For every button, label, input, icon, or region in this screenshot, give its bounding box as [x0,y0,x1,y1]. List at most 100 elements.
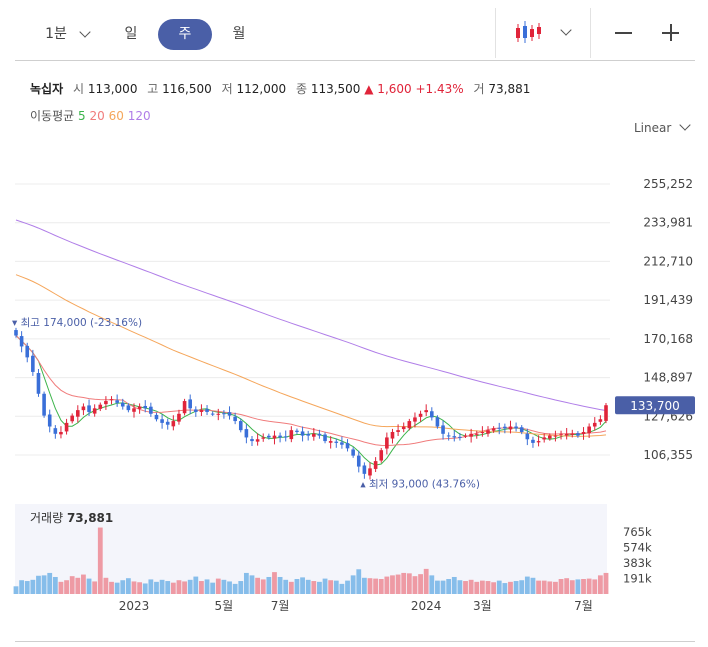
tab-week[interactable]: 주 [158,19,212,50]
tab-month[interactable]: 월 [219,19,259,50]
candle-body [76,410,80,417]
candle-body [519,427,524,432]
tab-day-label: 일 [124,26,138,42]
volume-bar [305,579,311,594]
tab-month-label: 월 [232,26,246,42]
candle-body [413,417,417,422]
candle-body [390,431,395,439]
candle-body [132,408,136,412]
volume-bar [288,581,294,594]
volume-bar [92,581,98,594]
toolbar-divider [495,8,496,58]
volume-bar [339,583,345,594]
volume-tick-label: 383k [623,556,652,570]
candle-body [42,393,46,416]
price-tick-label: 191,439 [643,293,693,307]
candle-body [31,355,35,372]
volume-bar [569,580,575,594]
moving-average-legend[interactable]: 이동평균 5 20 60 120 [30,107,151,124]
candle-body [278,435,282,438]
volume-bar [603,572,609,594]
time-axis-label: 3월 [473,599,492,613]
volume-panel-bg [15,504,607,594]
volume-bar [142,583,148,594]
volume-bar [435,580,440,594]
volume-bar [165,581,171,594]
volume-bar [440,580,446,594]
volume-bar [592,579,598,594]
volume-bar [322,578,328,594]
volume-bar [64,580,69,594]
candle-body [306,433,310,436]
candle-body [570,433,575,435]
volume-bar [508,581,513,594]
period-1min-label: 1분 [45,26,67,42]
candle-body [255,439,260,442]
volume-bar [131,581,137,594]
candle-body [553,435,558,437]
candle-body [340,442,344,445]
candle-body [452,436,457,438]
candle-body [441,425,445,434]
candle-body [396,430,400,432]
candle-body [525,433,530,440]
tab-day[interactable]: 일 [111,19,151,50]
volume-bar [283,579,289,594]
candle-body [323,434,327,442]
candle-body [126,405,131,411]
price-tick-label: 233,981 [643,216,693,230]
volume-bar [52,576,58,594]
open-value: 113,000 [87,82,138,96]
chart-toolbar: 1분 일 주 월 [15,0,695,68]
candle-body [598,419,603,422]
volume-bar [249,575,255,594]
candle-body [104,401,108,405]
candle-body [227,412,232,416]
volume-bar [243,572,249,594]
candle-body [244,429,249,438]
volume-bar [446,579,452,594]
volume-bar [36,575,41,594]
volume-bar [519,580,525,594]
volume-bar [238,581,244,594]
candle-body [486,430,490,434]
candle-body [368,468,372,476]
candle-body [143,405,148,409]
candle-body [222,413,226,415]
period-1min-selector[interactable]: 1분 [31,19,81,50]
volume-bar [581,579,586,594]
candle-body [188,399,192,409]
volume-bar [154,581,159,594]
candle-body [334,441,339,443]
volume-bar [373,578,379,594]
volume-bar [524,576,530,594]
volume-tick-label: 574k [623,540,652,554]
change-percent: +1.43% [415,82,464,96]
candle-body [171,421,176,427]
volume-bar [530,577,536,594]
current-price-tag [615,396,695,415]
scale-mode-selector[interactable]: Linear [634,119,691,135]
volume-bar [558,579,564,594]
volume-bar [547,581,553,594]
candle-body [120,402,125,407]
candle-body [283,436,288,438]
volume-bar [390,575,395,594]
volume-bar [75,577,81,594]
price-tick-label: 170,168 [643,332,693,346]
volume-bar [496,580,502,594]
candle-body [317,433,322,436]
zoom-out-button[interactable] [615,32,632,34]
volume-bar [468,579,474,594]
candlestick-chart-icon[interactable] [514,19,542,47]
candle-body [70,415,74,422]
price-tick-label: 212,710 [643,254,693,268]
candle-body [576,433,580,436]
candle-body [115,400,119,403]
candle-body [351,449,355,456]
candle-body [19,336,24,347]
candle-body [160,419,164,423]
volume-bar [406,573,412,594]
volume-bar [24,581,30,594]
